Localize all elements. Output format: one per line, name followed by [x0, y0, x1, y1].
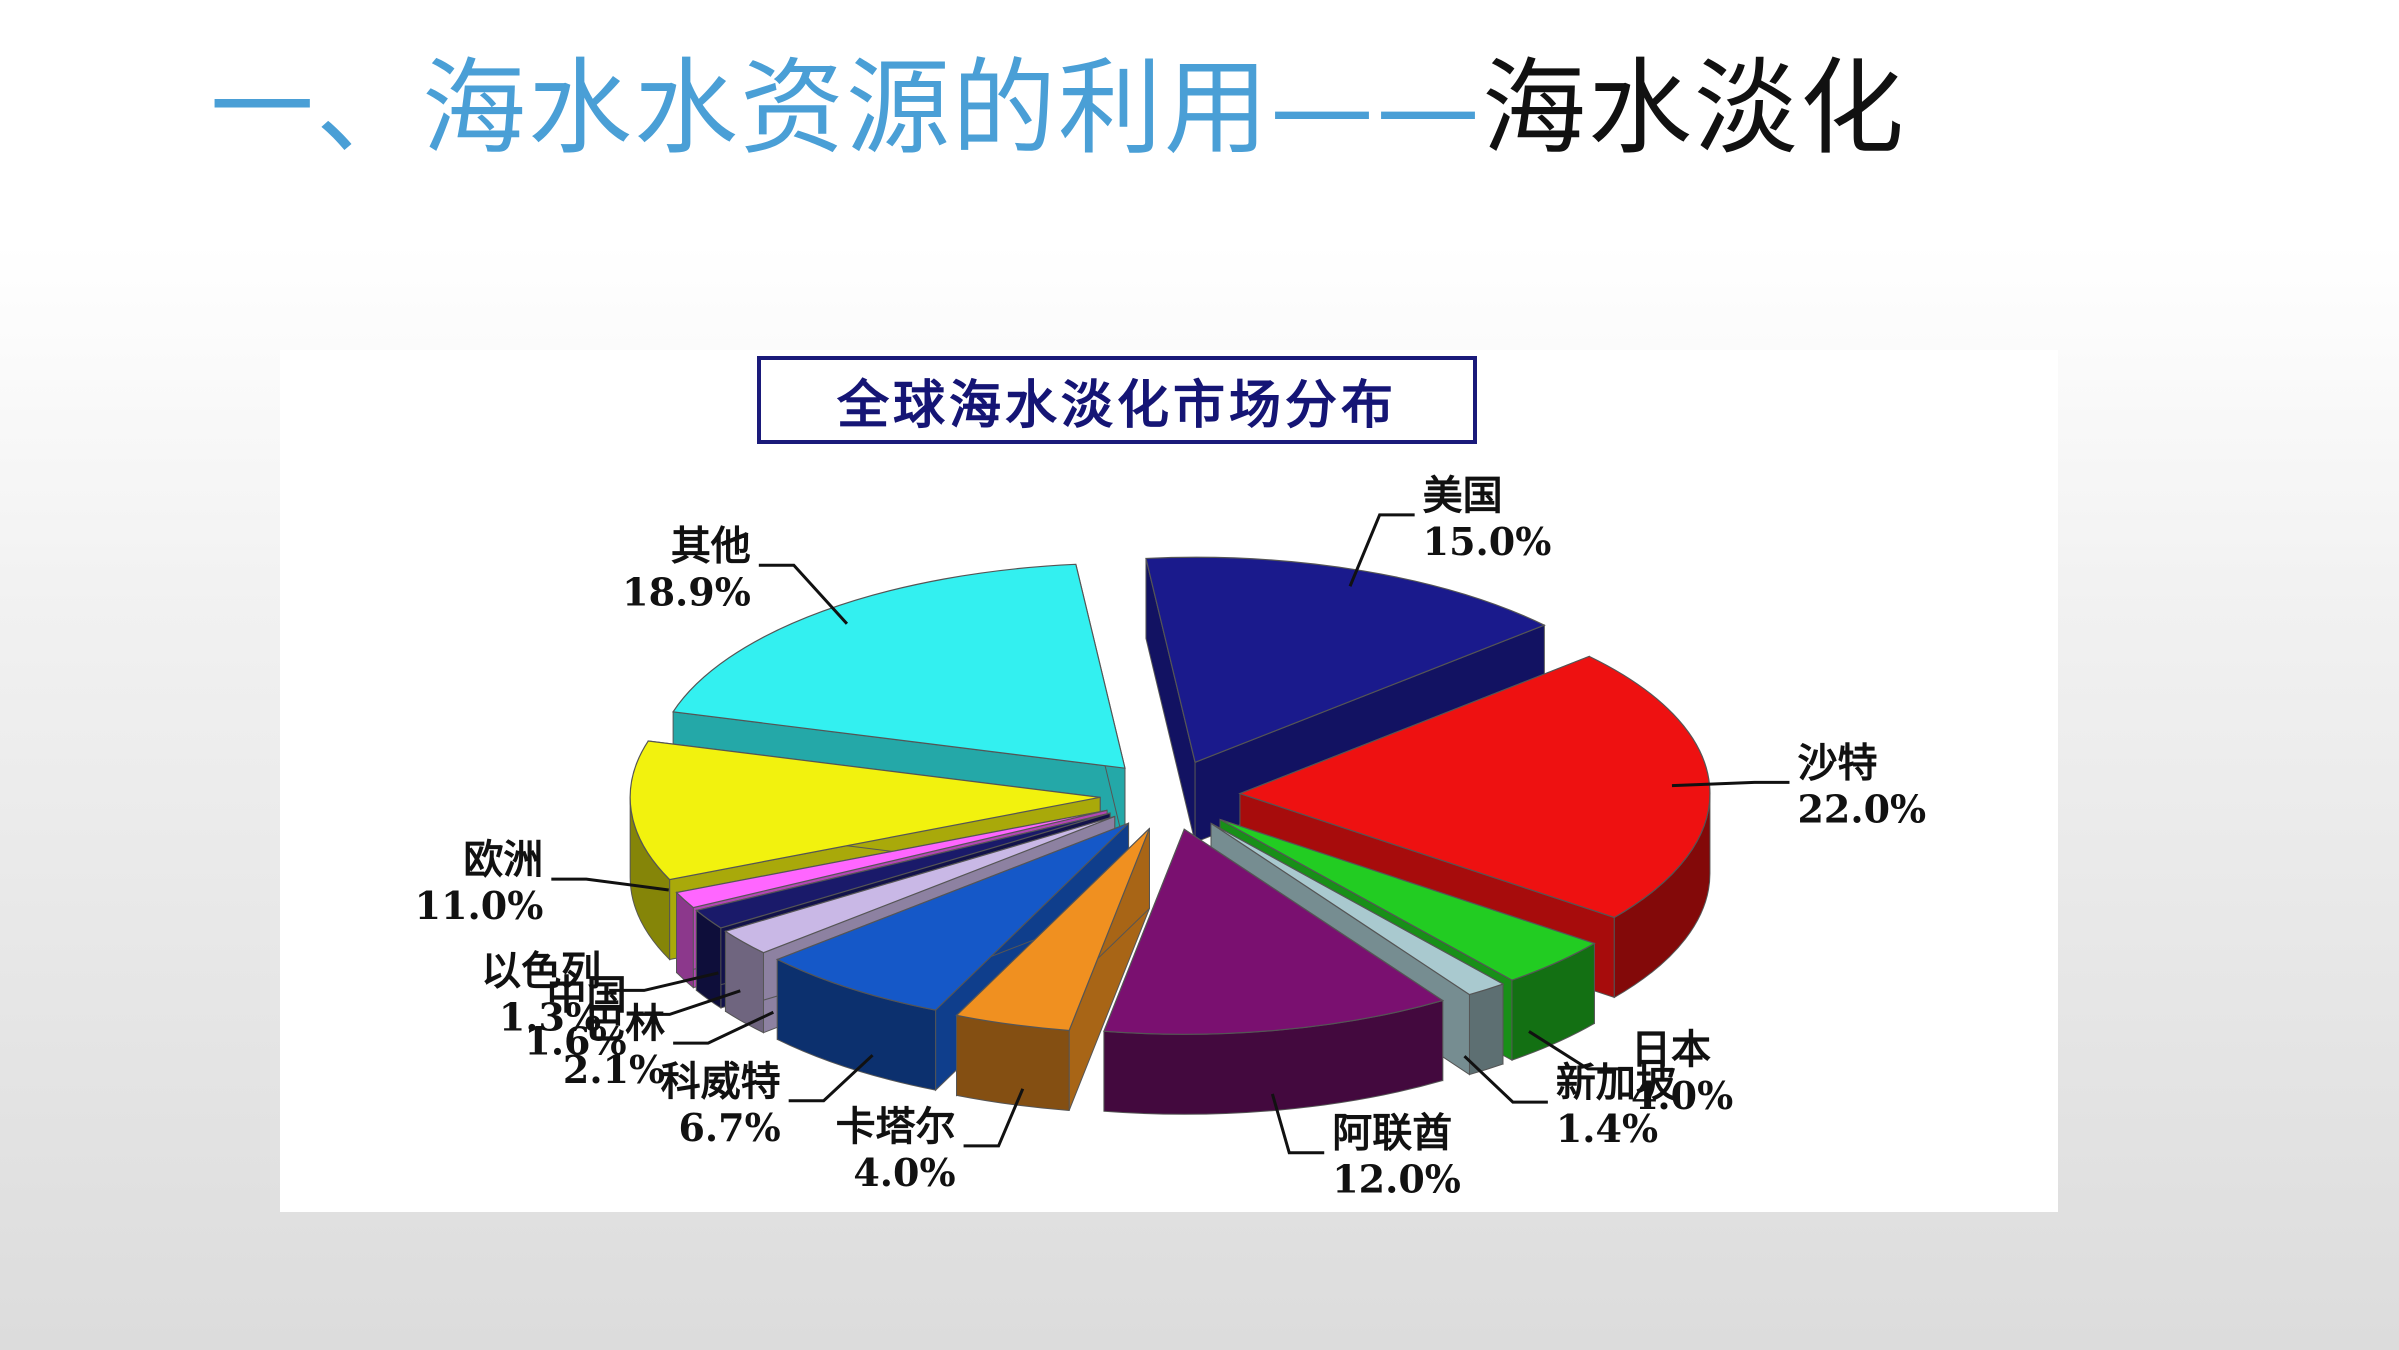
leader-line-巴林 [673, 1010, 774, 1045]
slice-name-label: 阿联酋 [1332, 1110, 1452, 1157]
leader-line-中国 [634, 989, 741, 1016]
slice-name-label: 新加坡 [1556, 1059, 1676, 1106]
leader-line-以色列 [609, 971, 719, 992]
slice-value-label: 11.0% [415, 883, 544, 928]
slice-value-label: 2.1% [563, 1047, 665, 1092]
leader-line-卡塔尔 [963, 1088, 1025, 1148]
slice-value-label: 1.4% [1556, 1106, 1658, 1151]
slice-value-label: 18.9% [622, 569, 751, 614]
slice-name-label: 欧洲 [463, 836, 543, 883]
slice-name-label: 沙特 [1797, 739, 1877, 786]
chart-title-box: 全球海水淡化市场分布 [757, 356, 1477, 444]
slice-name-label: 美国 [1423, 472, 1503, 519]
pie-chart: 美国15.0%沙特22.0%日本4.0%新加坡1.4%阿联酋12.0%卡塔尔4.… [415, 472, 1927, 1202]
slice-name-label: 巴林 [585, 1000, 665, 1047]
pie-slice-卡塔尔 [955, 827, 1151, 1111]
leader-line-美国 [1348, 513, 1415, 587]
pie-chart-panel: 美国 15.0% 沙特 22.0% 日本 4.0% 新加坡 1.4% 阿联酋 12.0% 卡塔尔 4.… [280, 350, 2058, 1212]
slice-value-label: 6.7% [678, 1105, 780, 1150]
slice-name-label: 卡塔尔 [836, 1103, 956, 1150]
leader-line-阿联酋 [1270, 1093, 1325, 1155]
slide-title: 一、海水水资源的利用——海水淡化 [210, 38, 1906, 178]
leader-line-新加坡 [1463, 1055, 1548, 1104]
slice-name-label: 日本 [1631, 1026, 1711, 1073]
slice-value-label: 4.0% [853, 1150, 955, 1195]
leader-line-科威特 [788, 1054, 874, 1103]
chart-title: 全球海水淡化市场分布 [836, 374, 1397, 436]
pie-slice-阿联酋 [1103, 828, 1445, 1115]
slice-value-label: 1.6% [524, 1018, 626, 1063]
leader-line-欧洲 [551, 877, 669, 892]
slice-value-label: 15.0% [1423, 519, 1552, 564]
slice-name-label: 科威特 [661, 1058, 781, 1105]
leader-line-日本 [1528, 1030, 1623, 1071]
leader-line-沙特 [1671, 780, 1790, 788]
slice-name-label: 其他 [671, 522, 751, 569]
slice-value-label: 4.0% [1631, 1073, 1733, 1118]
leader-line-其他 [758, 563, 849, 625]
slide-title-main: 一、海水水资源的利用—— [210, 47, 1483, 169]
slice-value-label: 1.3% [499, 994, 601, 1039]
slice-name-label: 以色列 [481, 947, 601, 994]
slice-name-label: 中国 [547, 971, 627, 1018]
slice-value-label: 22.0% [1797, 786, 1926, 831]
slide-title-sub: 海水淡化 [1482, 47, 1907, 169]
slice-value-label: 12.0% [1332, 1157, 1461, 1202]
